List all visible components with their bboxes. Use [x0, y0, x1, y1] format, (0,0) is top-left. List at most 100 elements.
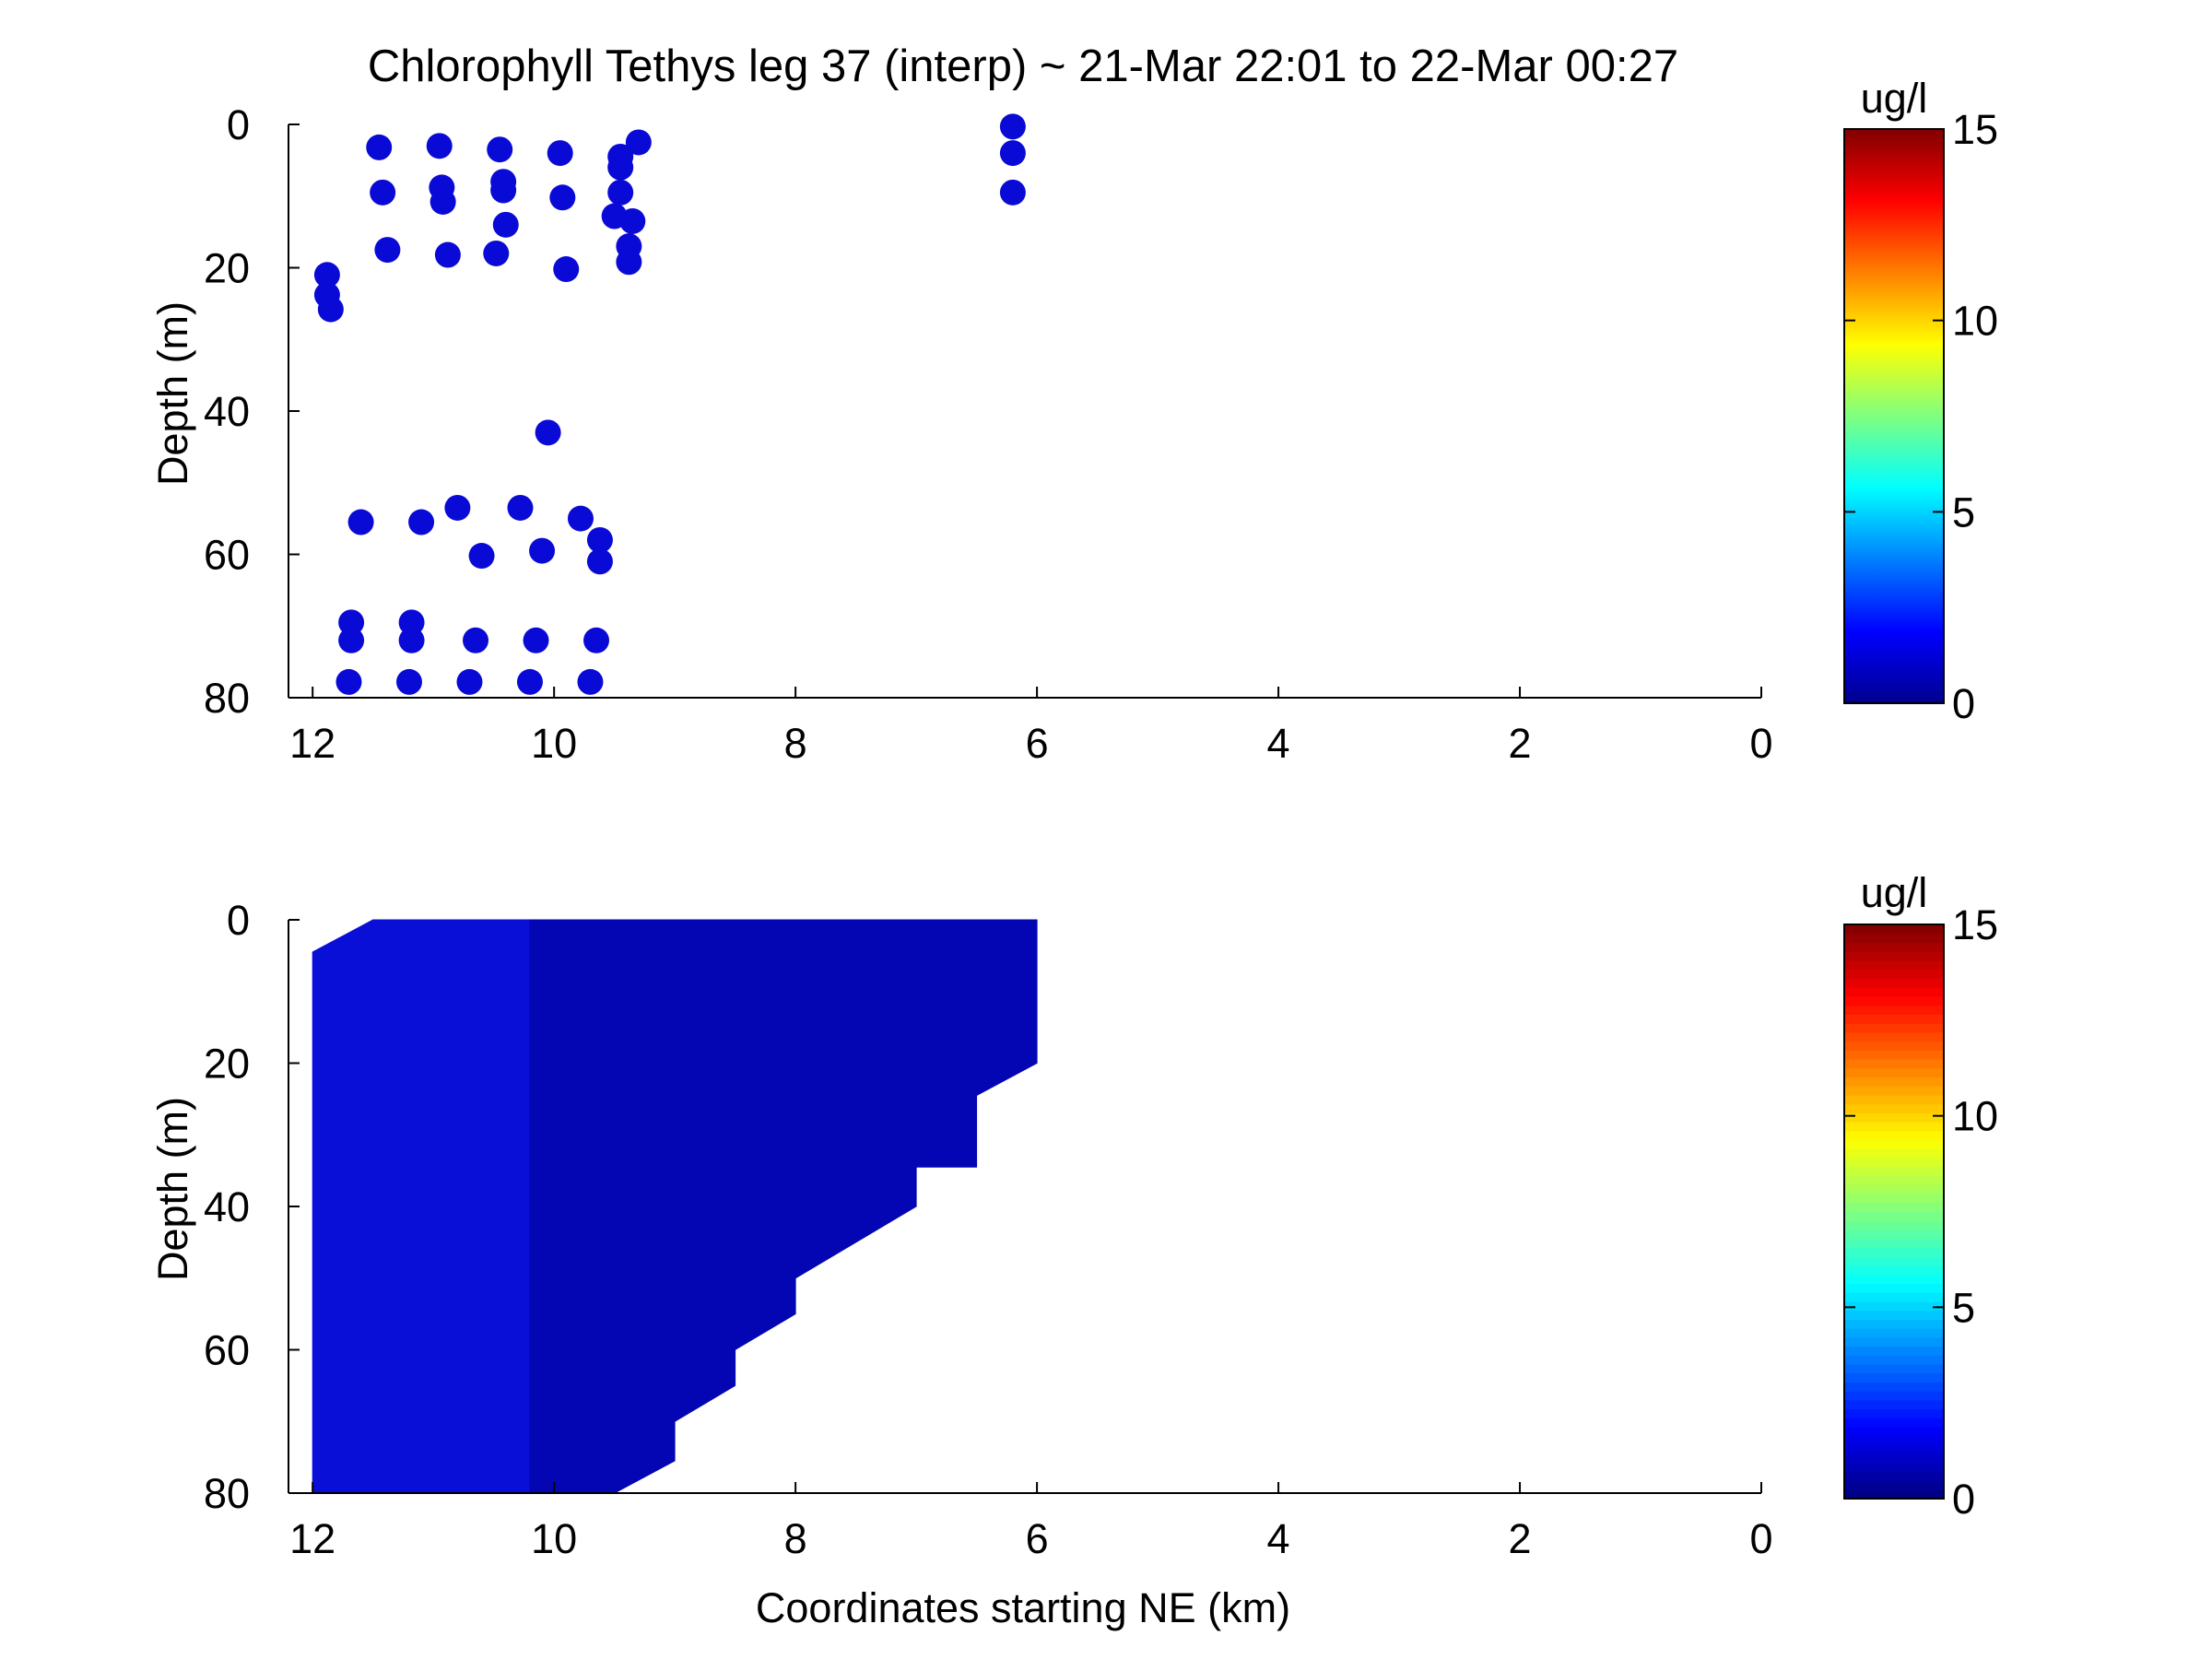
x-tick-label: 12 — [289, 720, 335, 767]
colorbar-band — [1844, 924, 1944, 935]
data-point — [313, 262, 340, 288]
data-point — [398, 627, 425, 653]
data-point — [429, 188, 456, 215]
colorbar-band — [1844, 978, 1944, 988]
colorbar-band — [1844, 1427, 1944, 1437]
data-point — [487, 136, 513, 163]
scatter-points — [313, 113, 1026, 695]
data-point — [619, 207, 646, 234]
x-tick-label: 6 — [1026, 720, 1049, 767]
data-point — [434, 241, 461, 268]
data-point — [553, 256, 580, 283]
colorbar-gradient — [1843, 128, 1945, 704]
y-tick-label: 0 — [227, 897, 250, 944]
data-point — [535, 419, 561, 446]
x-tick-label: 10 — [531, 1515, 577, 1562]
data-point — [463, 627, 489, 653]
colorbar-band — [1844, 1346, 1944, 1356]
colorbar-band — [1844, 1336, 1944, 1347]
colorbar-band — [1844, 1220, 1944, 1230]
colorbar-band — [1844, 1355, 1944, 1365]
colorbar-band — [1844, 1372, 1944, 1383]
colorbar-band — [1844, 995, 1944, 1006]
colorbar-band — [1844, 1202, 1944, 1213]
colorbar-band — [1844, 1399, 1944, 1410]
colorbar-band — [1844, 1139, 1944, 1149]
colorbar-band — [1844, 969, 1944, 979]
x-tick-label: 0 — [1749, 720, 1772, 767]
colorbar-band — [1844, 1300, 1944, 1312]
x-axis-label: Coordinates starting NE (km) — [756, 1584, 1290, 1631]
scatter-y-ticks: 0 20 40 60 80 — [204, 101, 300, 722]
y-tick-label: 0 — [227, 101, 250, 148]
colorbar-band — [1844, 1175, 1944, 1185]
colorbar-band — [1844, 1256, 1944, 1266]
colorbar-band — [1844, 1005, 1944, 1015]
data-point — [370, 179, 396, 206]
data-point — [607, 179, 634, 206]
y-tick-label: 40 — [204, 1183, 250, 1230]
colorbar-band — [1844, 1292, 1944, 1302]
data-point — [398, 609, 425, 636]
colorbar-band — [1844, 1238, 1944, 1249]
colorbar-tick-label: 0 — [1952, 680, 1975, 727]
data-point — [583, 627, 610, 653]
data-point — [483, 240, 510, 266]
data-point — [567, 505, 594, 532]
colorbar-band — [1844, 1274, 1944, 1284]
colorbar-band — [1844, 1418, 1944, 1428]
section-x-ticks: 12 10 8 6 4 2 0 — [289, 1482, 1773, 1562]
colorbar-band — [1844, 933, 1944, 944]
colorbar-band — [1844, 1059, 1944, 1069]
colorbar-band — [1844, 1166, 1944, 1177]
data-point — [317, 296, 344, 323]
scatter-x-ticks: 12 10 8 6 4 2 0 — [289, 687, 1773, 767]
colorbar-band — [1844, 1382, 1944, 1392]
data-point — [523, 627, 549, 653]
x-tick-label: 0 — [1749, 1515, 1772, 1562]
colorbar-band — [1844, 942, 1944, 952]
colorbar-band — [1844, 951, 1944, 961]
colorbar-tick-label: 10 — [1952, 1093, 1998, 1140]
colorbar-band — [1844, 1489, 1944, 1500]
data-point — [516, 668, 543, 695]
section-regions — [312, 919, 1038, 1494]
data-point — [999, 179, 1026, 206]
data-point — [490, 177, 517, 204]
colorbar-band — [1844, 1480, 1944, 1490]
data-point — [607, 154, 634, 181]
colorbar-ticks: 0 5 10 15 — [1844, 106, 1998, 727]
colorbar-band — [1844, 1363, 1944, 1374]
colorbar-band — [1844, 1211, 1944, 1221]
x-tick-label: 2 — [1509, 1515, 1532, 1562]
colorbar-band — [1844, 1184, 1944, 1194]
colorbar-band — [1844, 1463, 1944, 1473]
scatter-colorbar: ug/l 0 5 10 15 — [1843, 75, 1998, 727]
y-tick-label: 40 — [204, 388, 250, 435]
colorbar-band — [1844, 1023, 1944, 1033]
data-point — [456, 668, 483, 695]
colorbar-band — [1844, 1094, 1944, 1105]
scatter-panel: Chlorophyll Tethys leg 37 (interp) ~ 21-… — [149, 41, 1998, 767]
colorbar-band — [1844, 1103, 1944, 1114]
colorbar-band — [1844, 1041, 1944, 1051]
x-tick-label: 4 — [1267, 1515, 1290, 1562]
data-point — [586, 526, 613, 553]
colorbar-band — [1844, 1265, 1944, 1276]
chart-title: Chlorophyll Tethys leg 37 (interp) ~ 21-… — [368, 41, 1678, 91]
section-y-ticks: 0 20 40 60 80 — [204, 897, 300, 1517]
colorbar-band — [1844, 1014, 1944, 1024]
colorbar-band — [1844, 1229, 1944, 1240]
data-point — [335, 668, 362, 695]
colorbar-band — [1844, 1112, 1944, 1123]
colorbar-band — [1844, 1435, 1944, 1446]
colorbar-band — [1844, 1031, 1944, 1042]
data-point — [507, 494, 534, 521]
data-point — [529, 537, 556, 564]
colorbar-band — [1844, 1077, 1944, 1087]
data-point — [347, 509, 374, 535]
colorbar-band — [1844, 1471, 1944, 1482]
y-tick-label: 20 — [204, 245, 250, 292]
